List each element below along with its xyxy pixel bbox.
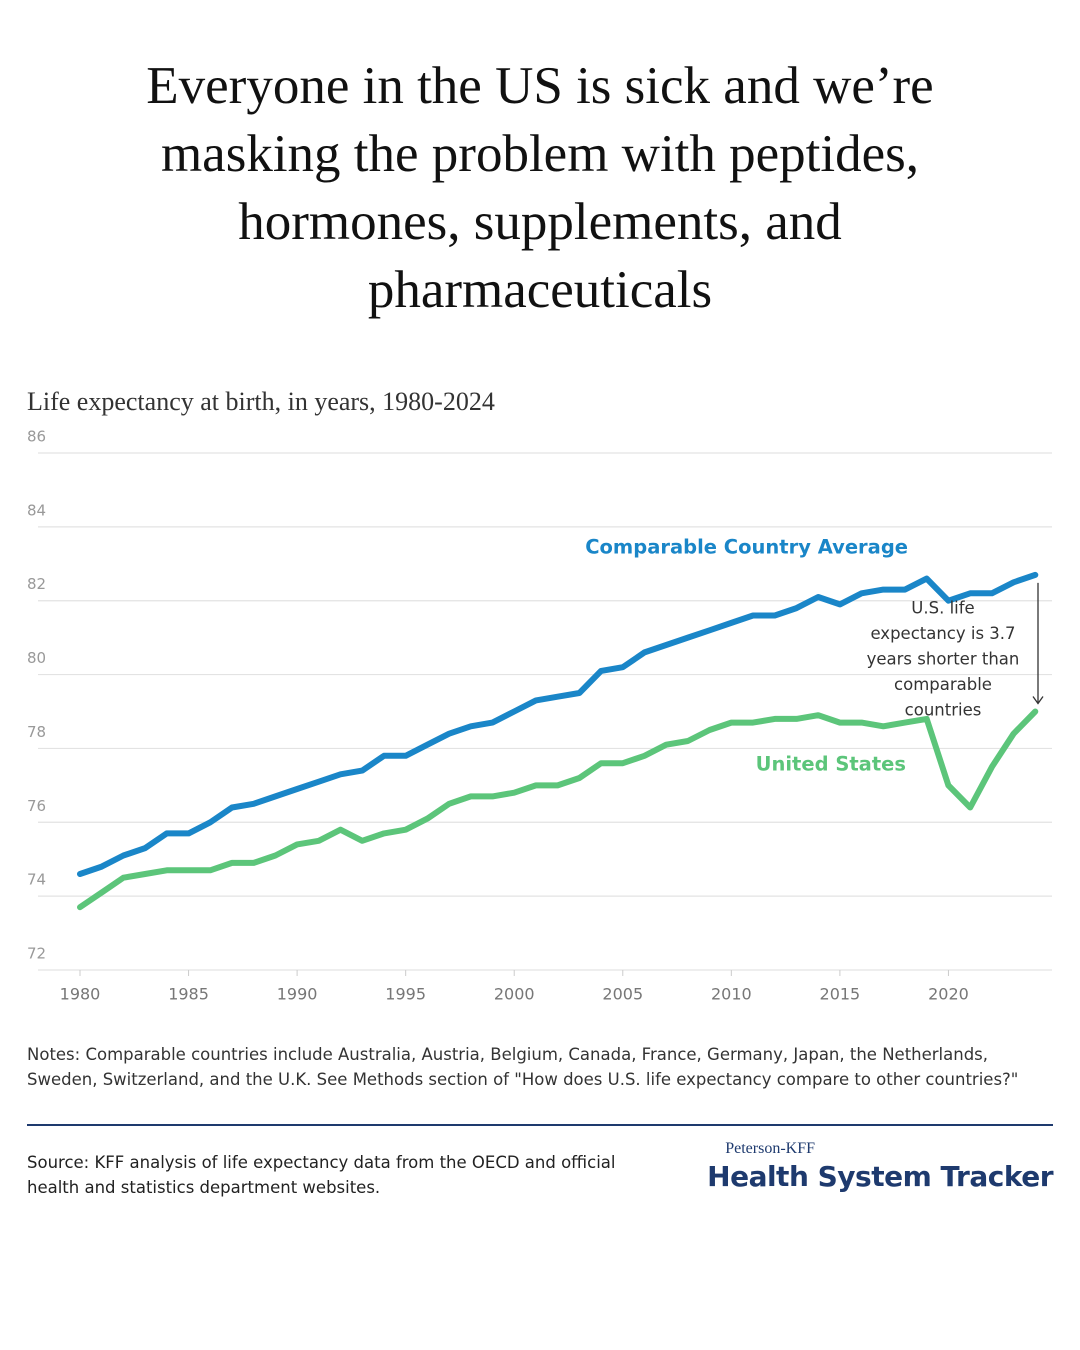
y-tick-label: 74: [27, 871, 46, 889]
brand-small: Peterson-KFF: [725, 1140, 815, 1157]
y-tick-label: 86: [27, 428, 46, 446]
series-label: Comparable Country Average: [585, 536, 908, 559]
x-tick-label: 2000: [494, 985, 535, 1004]
source: Source: KFF analysis of life expectancy …: [27, 1153, 616, 1197]
series-line: [77, 708, 1039, 911]
x-tick-label: 1995: [385, 985, 426, 1004]
y-tick-label: 82: [27, 575, 46, 593]
annotation: expectancy is 3.7: [870, 624, 1015, 643]
divider: [27, 1124, 1053, 1126]
series-label: United States: [756, 753, 906, 776]
y-tick-label: 78: [27, 723, 46, 741]
y-tick-label: 72: [27, 945, 46, 963]
annotation: U.S. life: [911, 599, 974, 618]
annotation: years shorter than: [867, 650, 1020, 669]
x-tick-label: 2005: [602, 985, 643, 1004]
headline: Everyone in the US is sick and we’re mas…: [146, 57, 934, 319]
notes: Notes: Comparable countries include Aust…: [27, 1045, 1019, 1089]
brand-large: Health System Tracker: [707, 1160, 1053, 1193]
annotation: countries: [905, 701, 982, 720]
y-tick-label: 80: [27, 649, 46, 667]
x-tick-label: 2010: [711, 985, 752, 1004]
x-tick-label: 2020: [928, 985, 969, 1004]
x-tick-label: 1980: [60, 985, 101, 1004]
chart-title: Life expectancy at birth, in years, 1980…: [27, 387, 495, 416]
annotation: comparable: [894, 675, 992, 694]
series-line: [77, 571, 1039, 877]
y-tick-label: 76: [27, 797, 46, 815]
x-tick-label: 1990: [277, 985, 318, 1004]
y-tick-label: 84: [27, 501, 46, 519]
x-tick-label: 1985: [168, 985, 209, 1004]
annotation-arrowhead: [1032, 696, 1044, 705]
chart: Life expectancy at birth, in years, 1980…: [27, 387, 1052, 1004]
x-tick-label: 2015: [820, 985, 861, 1004]
